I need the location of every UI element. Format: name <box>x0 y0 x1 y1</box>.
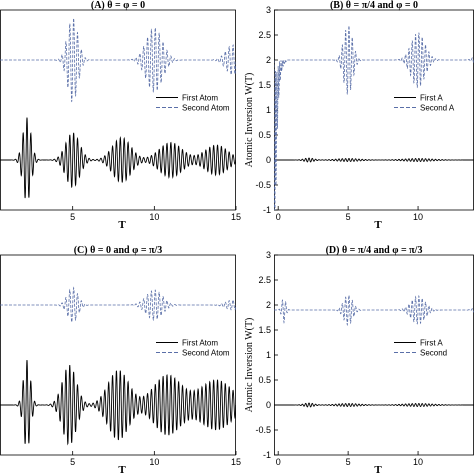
y-tick-label: 0 <box>266 400 271 410</box>
panel-title: (C) θ = 0 and φ = π/3 <box>74 245 163 256</box>
legend-entry: Second A <box>420 104 455 113</box>
legend-entry: Second <box>420 349 447 358</box>
x-axis-label: T <box>118 219 126 231</box>
y-tick-label: 2 <box>266 55 271 65</box>
panel-b: (B) θ = π/4 and φ = 0 0 5 10 -1 -0.5 0 0.5 1 1.5 2… <box>244 0 474 231</box>
y-tick-label: -0.5 <box>255 180 271 190</box>
legend-entry: First Atom <box>182 339 218 348</box>
y-tick-label: 3 <box>266 250 271 260</box>
y-tick-label: 0.5 <box>258 375 271 385</box>
legend-entry: First A <box>420 339 443 348</box>
x-tick-label: 0 <box>276 457 281 467</box>
y-tick-label: 0.5 <box>258 130 271 140</box>
legend-entry: Second Atom <box>182 104 230 113</box>
panel-title: (A) θ = φ = 0 <box>91 0 145 11</box>
x-axis-label: T <box>118 464 126 474</box>
series-line-second-atom <box>0 286 236 323</box>
series-line-second-atom <box>0 18 236 103</box>
x-tick-label: 5 <box>70 457 75 467</box>
x-tick-label: 15 <box>231 212 241 222</box>
y-tick-label: -1 <box>263 205 271 215</box>
y-tick-label: 1 <box>266 105 271 115</box>
panel-title: (D) θ = π/4 and φ = π/3 <box>326 245 423 256</box>
y-tick-label: -0.5 <box>255 425 271 435</box>
panel-c: (C) θ = 0 and φ = π/3 5 10 15 T First AtomSec… <box>0 245 241 474</box>
y-axis-label: Atomic Inversion W(T) <box>244 318 255 413</box>
x-tick-label: 5 <box>70 212 75 222</box>
plot-frame <box>0 254 236 456</box>
x-tick-label: 0 <box>276 212 281 222</box>
x-tick-label: 10 <box>413 212 423 222</box>
y-tick-label: 0 <box>266 155 271 165</box>
x-axis-label: T <box>374 464 382 474</box>
series-line-second-atom <box>274 294 474 327</box>
x-tick-label: 5 <box>346 457 351 467</box>
x-tick-label: 15 <box>231 457 241 467</box>
x-tick-label: 10 <box>149 212 159 222</box>
series-line-first-atom <box>274 157 474 163</box>
legend-entry: First Atom <box>182 94 218 103</box>
y-tick-label: 1.5 <box>258 325 271 335</box>
x-tick-label: 10 <box>413 457 423 467</box>
y-tick-label: 3 <box>266 5 271 15</box>
y-tick-label: 1 <box>266 350 271 360</box>
x-axis-label: T <box>374 219 382 231</box>
legend-entry: First A <box>420 94 443 103</box>
series-line-first-atom <box>0 117 236 199</box>
y-tick-label: 2.5 <box>258 30 271 40</box>
series-line-second-atom <box>274 25 474 210</box>
x-tick-label: 5 <box>346 212 351 222</box>
y-axis-label: Atomic Inversion W(T) <box>244 73 255 168</box>
legend-entry: Second Atom <box>182 349 230 358</box>
y-tick-label: 2.5 <box>258 275 271 285</box>
series-line-first-atom <box>0 359 236 446</box>
panel-d: (D) θ = π/4 and φ = π/3 0 5 10 -1 -0.5 0 0.5 1 1.… <box>244 245 474 474</box>
x-tick-label: 10 <box>149 457 159 467</box>
y-tick-label: 1.5 <box>258 80 271 90</box>
series-line-first-atom <box>274 402 474 408</box>
plot-frame <box>0 9 236 211</box>
y-tick-label: 2 <box>266 300 271 310</box>
y-tick-label: -1 <box>263 450 271 460</box>
panel-title: (B) θ = π/4 and φ = 0 <box>330 0 418 11</box>
